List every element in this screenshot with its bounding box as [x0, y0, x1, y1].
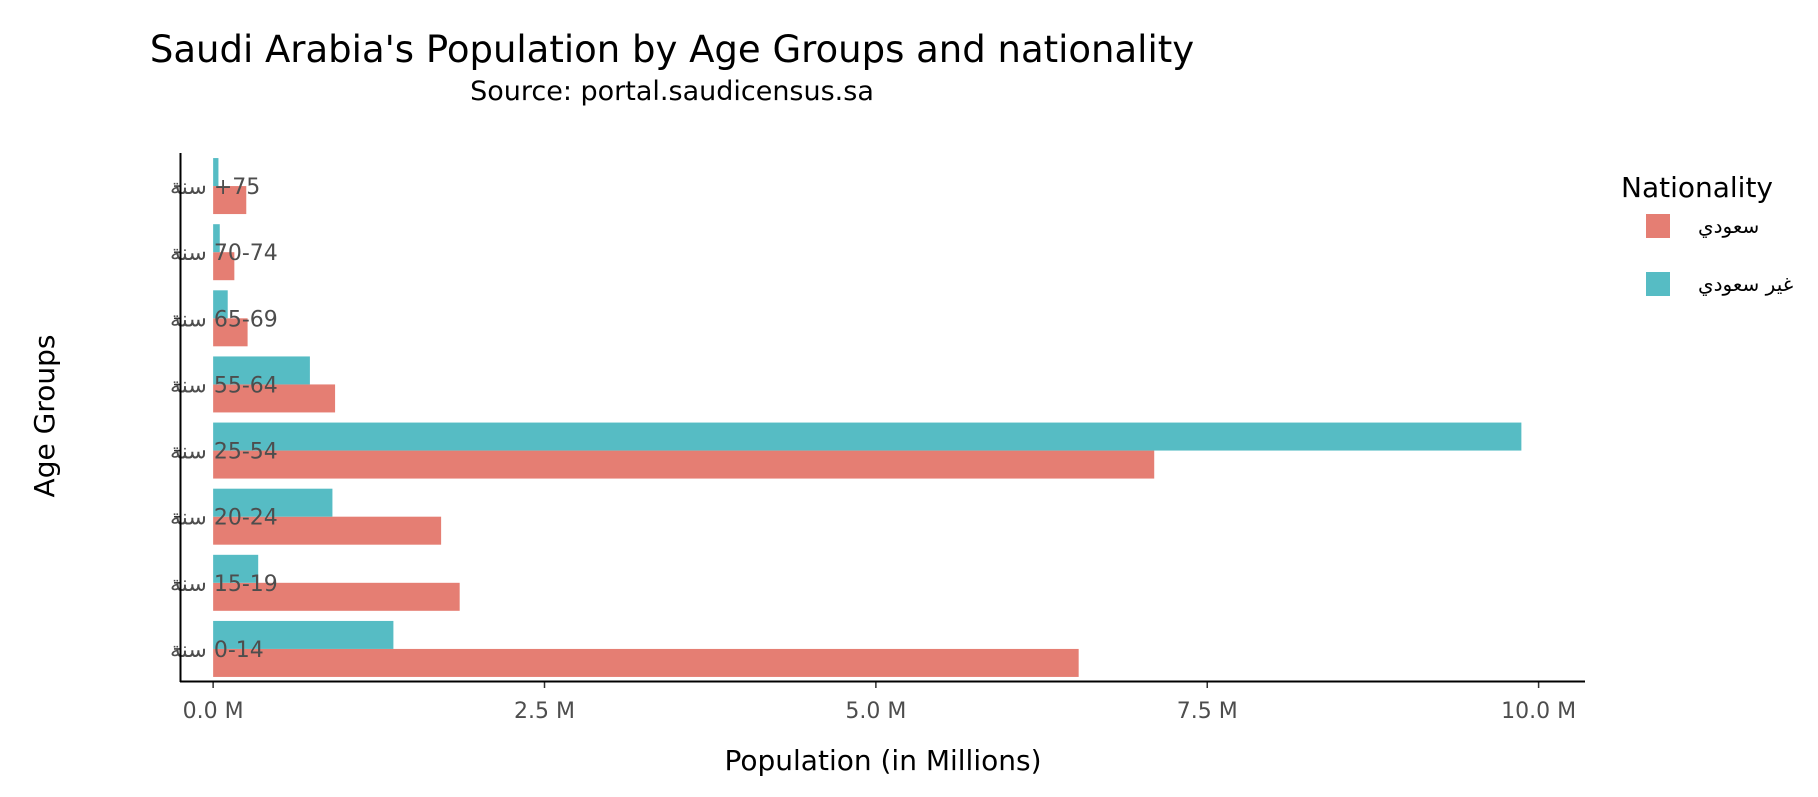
y-tick-label: 15-19 سنة	[170, 572, 278, 597]
x-tick-label: 2.5 M	[514, 699, 575, 724]
bar-saudi-15-19	[213, 582, 460, 611]
legend-title: Nationality	[1621, 171, 1773, 204]
legend-label-non-saudi: غير سعودي	[1698, 272, 1793, 297]
bar-non-saudi-15-19	[213, 554, 259, 583]
bar-non-saudi-0-14	[213, 620, 394, 649]
chart-title: Saudi Arabia's Population by Age Groups …	[150, 28, 1194, 71]
bar-non-saudi-55-64	[213, 356, 310, 385]
legend: Nationality سعودي غير سعودي	[1621, 171, 1793, 297]
bar-non-saudi-20-24	[213, 488, 333, 517]
bar-saudi-20-24	[213, 516, 442, 545]
y-tick-label: 70-74 سنة	[170, 241, 278, 266]
x-tick-label: 10.0 M	[1501, 699, 1576, 724]
legend-label-saudi: سعودي	[1698, 214, 1759, 239]
y-tick-label: 75+ سنة	[170, 175, 260, 200]
legend-swatch-non-saudi	[1646, 272, 1670, 296]
bar-saudi-25-54	[213, 450, 1155, 479]
bar-saudi-0-14	[213, 648, 1079, 677]
bar-non-saudi-65-69	[213, 290, 228, 319]
x-tick-label: 5.0 M	[845, 699, 906, 724]
bars-group	[213, 158, 1522, 677]
bar-non-saudi-25-54	[213, 422, 1522, 451]
x-axis-title: Population (in Millions)	[724, 744, 1041, 777]
bar-non-saudi-70-74	[213, 224, 220, 253]
y-axis-ticks: 0-14 سنة 15-19 سنة 20-24 سنة 25-54 سنة 55-64…	[170, 175, 278, 663]
legend-item-saudi: سعودي	[1646, 214, 1759, 239]
x-tick-label: 7.5 M	[1177, 699, 1238, 724]
x-tick-label: 0.0 M	[183, 699, 244, 724]
y-tick-label: 55-64 سنة	[170, 373, 278, 398]
x-axis-ticks: 0.0 M 2.5 M 5.0 M 7.5 M 10.0 M	[183, 682, 1576, 724]
y-tick-label: 25-54 سنة	[170, 440, 278, 465]
bar-saudi-75+	[213, 186, 247, 215]
bar-saudi-65-69	[213, 318, 248, 347]
y-axis-title: Age Groups	[28, 335, 61, 498]
y-tick-label: 65-69 سنة	[170, 307, 278, 332]
legend-item-non-saudi: غير سعودي	[1646, 272, 1793, 297]
bar-saudi-70-74	[213, 252, 235, 281]
y-tick-label: 0-14 سنة	[170, 638, 264, 663]
y-tick-label: 20-24 سنة	[170, 506, 278, 531]
bar-non-saudi-75+	[213, 158, 219, 187]
legend-swatch-saudi	[1646, 214, 1670, 238]
bar-saudi-55-64	[213, 384, 336, 413]
chart-subtitle: Source: portal.saudicensus.sa	[470, 76, 874, 107]
